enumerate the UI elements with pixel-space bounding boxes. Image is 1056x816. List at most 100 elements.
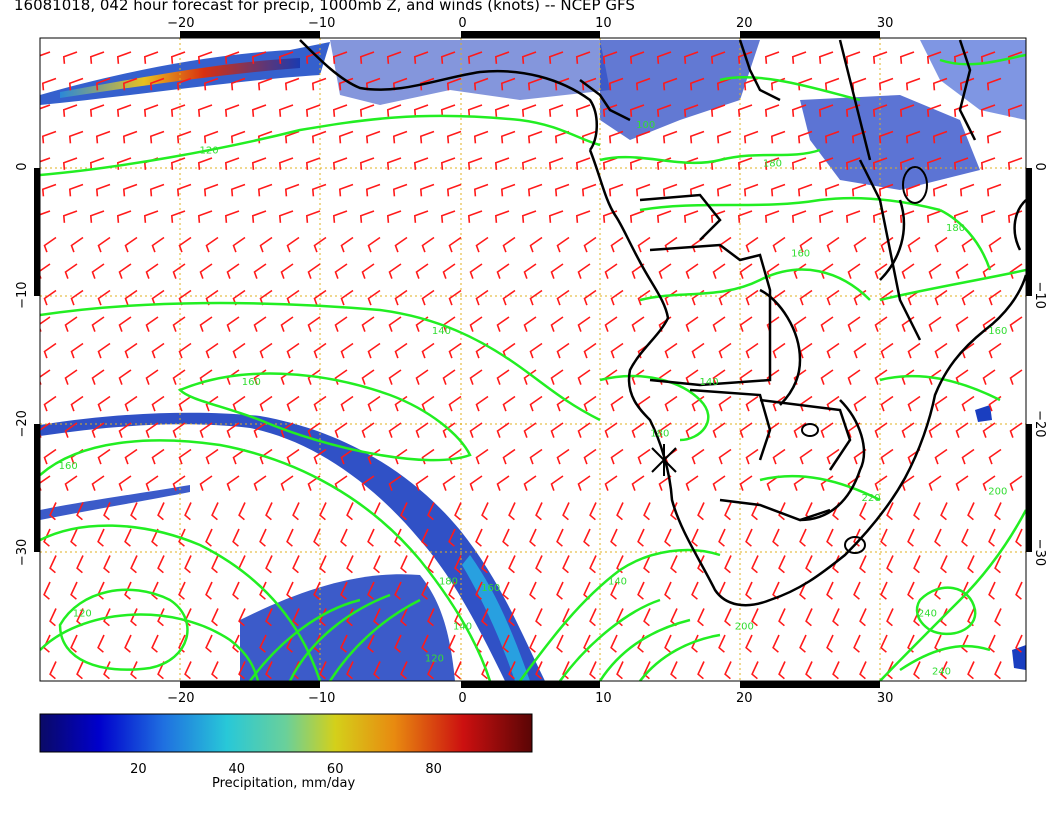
wind-barb: [116, 157, 132, 170]
wind-barb: [238, 502, 246, 521]
wind-barb: [940, 661, 948, 680]
wind-barb: [689, 130, 705, 144]
wind-barb: [197, 157, 213, 170]
wind-barb: [662, 77, 678, 91]
wind-barb: [629, 210, 645, 223]
wind-barb: [280, 422, 294, 438]
wind-barb: [820, 316, 834, 332]
wind-barb: [928, 316, 942, 332]
wind-barb: [656, 51, 672, 64]
wind-barb: [994, 661, 1002, 680]
wind-barb: [716, 130, 732, 144]
wind-barb: [982, 263, 996, 279]
wind-barb: [982, 369, 996, 385]
wind-barb: [770, 183, 786, 197]
wind-barb: [602, 51, 618, 64]
wind-barb: [502, 528, 510, 547]
wind-barb: [64, 263, 78, 279]
wind-barb: [473, 77, 489, 91]
wind-barb: [685, 369, 699, 385]
wind-barb: [934, 342, 948, 359]
wind-barb: [880, 342, 894, 359]
wind-barb: [548, 210, 564, 223]
wind-barb: [257, 77, 273, 91]
wind-barb: [982, 422, 996, 438]
wind-barb: [562, 555, 570, 574]
wind-barb: [662, 130, 678, 144]
wind-barb: [980, 104, 996, 117]
wind-barb: [313, 528, 321, 547]
longitude-tick-label: 20: [736, 691, 753, 706]
wind-barb: [635, 183, 651, 197]
wind-barb: [988, 342, 1002, 359]
wind-barb: [40, 157, 51, 163]
wind-barb: [556, 342, 570, 359]
wind-barb: [847, 369, 861, 385]
wind-barb: [610, 581, 618, 600]
wind-barb: [442, 422, 456, 438]
wind-barb: [994, 555, 1002, 574]
wind-barb: [932, 77, 948, 91]
wind-barb: [400, 661, 408, 680]
wind-barb: [151, 236, 165, 253]
wind-barb: [988, 289, 1002, 306]
wind-barb: [718, 289, 732, 306]
wind-barb: [481, 661, 489, 680]
wind-barb: [68, 183, 84, 197]
wind-barb: [205, 342, 219, 359]
longitude-tick-label: −10: [308, 16, 335, 31]
wind-barb: [64, 475, 78, 491]
wind-barb: [772, 236, 786, 253]
wind-barb: [826, 236, 840, 253]
wind-barb: [793, 422, 807, 438]
wind-barb: [259, 448, 273, 465]
wind-barb: [631, 475, 645, 491]
wind-barb: [934, 528, 942, 547]
wind-barb: [851, 130, 867, 144]
wind-barb: [394, 289, 408, 306]
wind-barb: [772, 528, 780, 547]
wind-barb: [745, 289, 759, 306]
wind-barb: [851, 183, 867, 197]
wind-barb: [940, 502, 948, 521]
wind-barb: [751, 502, 759, 521]
wind-barb: [319, 502, 327, 521]
wind-barb: [853, 634, 861, 653]
wind-barb: [116, 51, 132, 64]
wind-barb: [847, 422, 861, 438]
wind-barb: [49, 608, 57, 627]
wind-barb: [548, 51, 564, 64]
wind-barb: [292, 555, 300, 574]
wind-barb: [959, 130, 975, 144]
wind-barb: [824, 77, 840, 91]
wind-barb: [205, 395, 219, 412]
wind-barb: [338, 77, 354, 91]
wind-barb: [635, 130, 651, 144]
wind-barb: [643, 608, 651, 627]
wind-barb: [581, 183, 597, 197]
wind-barb: [232, 395, 246, 412]
wind-barb: [907, 236, 921, 253]
coastlines-and-borders: [299, 39, 1026, 607]
wind-barb: [419, 183, 435, 197]
wind-barb: [907, 342, 921, 359]
wind-barb: [764, 157, 780, 170]
wind-barb: [265, 555, 273, 574]
wind-barb: [529, 395, 543, 412]
wind-barb: [562, 661, 570, 680]
wind-barb: [278, 157, 294, 170]
wind-barb: [556, 581, 564, 600]
wind-barb: [292, 608, 300, 627]
wind-barb: [739, 263, 753, 279]
wind-barb: [494, 157, 510, 170]
wind-barb: [577, 475, 591, 491]
wind-barb: [988, 528, 996, 547]
wind-barb: [149, 77, 165, 91]
wind-barb: [197, 210, 213, 223]
wind-barb: [467, 104, 483, 117]
colorbar-title: Precipitation, mm/day: [212, 776, 356, 791]
wind-barb: [259, 528, 267, 547]
wind-barb: [820, 369, 834, 385]
wind-barb: [1009, 316, 1023, 332]
wind-barb: [934, 581, 942, 600]
